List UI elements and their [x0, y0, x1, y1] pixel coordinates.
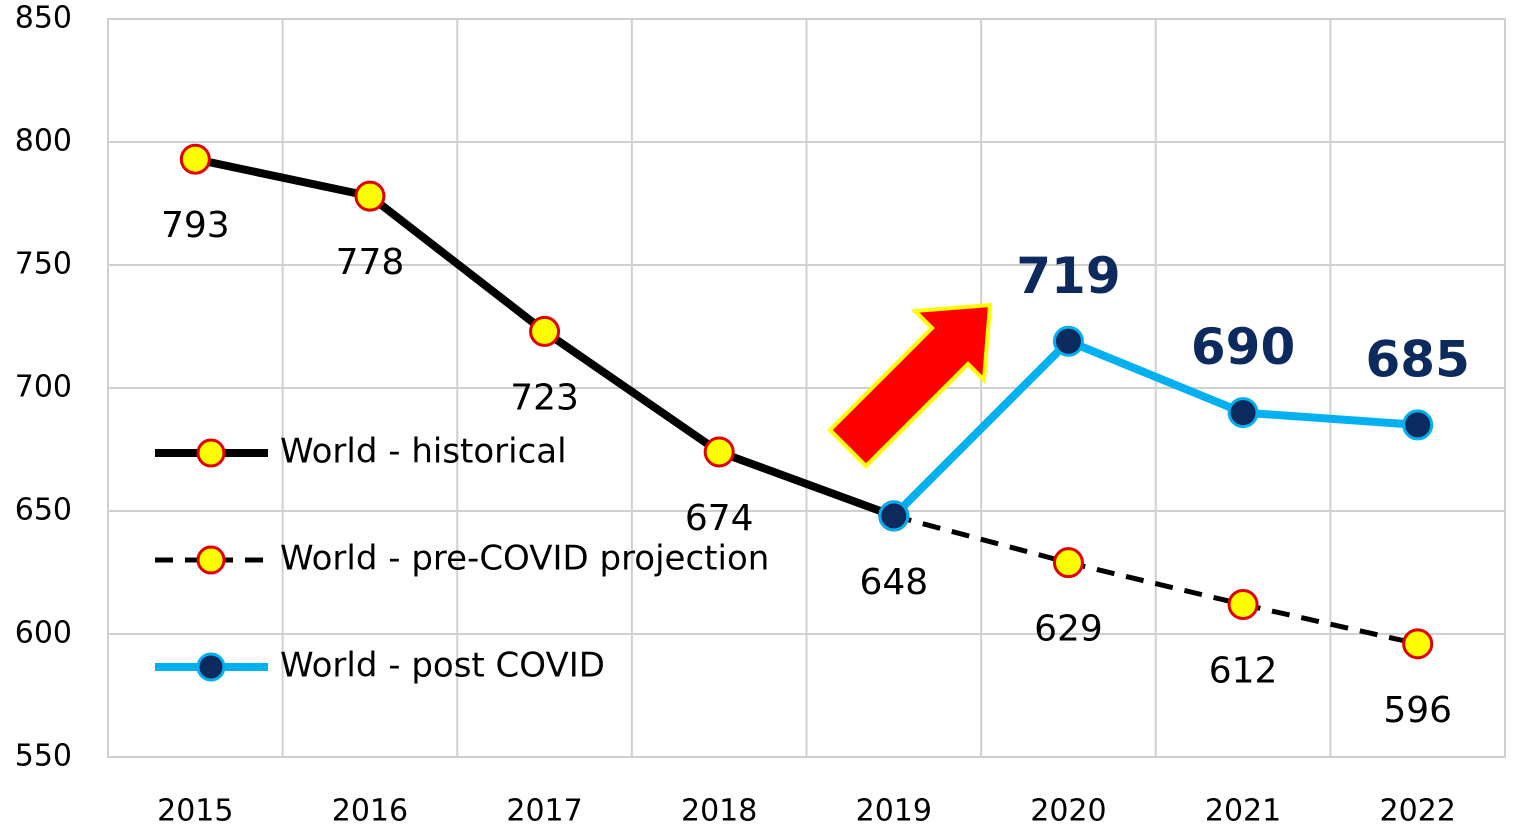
y-tick-label: 700 — [15, 370, 72, 405]
y-tick-label: 650 — [15, 493, 72, 528]
data-label: 778 — [336, 242, 405, 283]
legend-label: World - historical — [280, 432, 567, 472]
data-label: 648 — [859, 562, 928, 603]
data-label: 685 — [1366, 330, 1470, 388]
trend-arrow — [827, 302, 993, 469]
marker — [1052, 547, 1084, 579]
x-tick-label: 2018 — [681, 794, 757, 829]
y-tick-label: 600 — [15, 616, 72, 651]
data-label: 674 — [685, 498, 754, 539]
y-tick-label: 800 — [15, 124, 72, 159]
legend-label: World - post COVID — [280, 646, 605, 686]
category-grid — [108, 18, 1505, 758]
marker — [529, 315, 561, 347]
legend-marker — [196, 438, 226, 468]
data-label: 612 — [1209, 650, 1278, 691]
series-line — [890, 337, 1418, 519]
x-tick-label: 2021 — [1205, 794, 1281, 829]
marker — [179, 143, 211, 175]
legend-marker — [196, 545, 226, 575]
data-label: 793 — [161, 205, 230, 246]
x-tick-label: 2019 — [856, 794, 932, 829]
y-tick-label: 550 — [15, 739, 72, 774]
data-label: 723 — [510, 377, 579, 418]
x-tick-label: 2016 — [332, 794, 408, 829]
y-tick-label: 750 — [15, 247, 72, 282]
marker — [878, 500, 910, 532]
y-tick-label: 850 — [15, 1, 72, 36]
x-tick-label: 2020 — [1030, 794, 1106, 829]
marker — [1402, 628, 1434, 660]
marker — [354, 180, 386, 212]
legend-label: World - pre-COVID projection — [280, 539, 769, 579]
legend-marker — [196, 652, 226, 682]
data-label: 596 — [1383, 690, 1452, 731]
data-label: 629 — [1034, 609, 1103, 650]
data-label: 690 — [1191, 318, 1295, 376]
marker — [703, 436, 735, 468]
data-label: 719 — [1016, 247, 1120, 305]
x-tick-label: 2022 — [1380, 794, 1456, 829]
marker — [1227, 397, 1259, 429]
x-tick-label: 2015 — [157, 794, 233, 829]
series-line — [893, 513, 1419, 647]
x-tick-label: 2017 — [506, 794, 582, 829]
marker — [1227, 588, 1259, 620]
marker — [1402, 409, 1434, 441]
marker — [1052, 325, 1084, 357]
